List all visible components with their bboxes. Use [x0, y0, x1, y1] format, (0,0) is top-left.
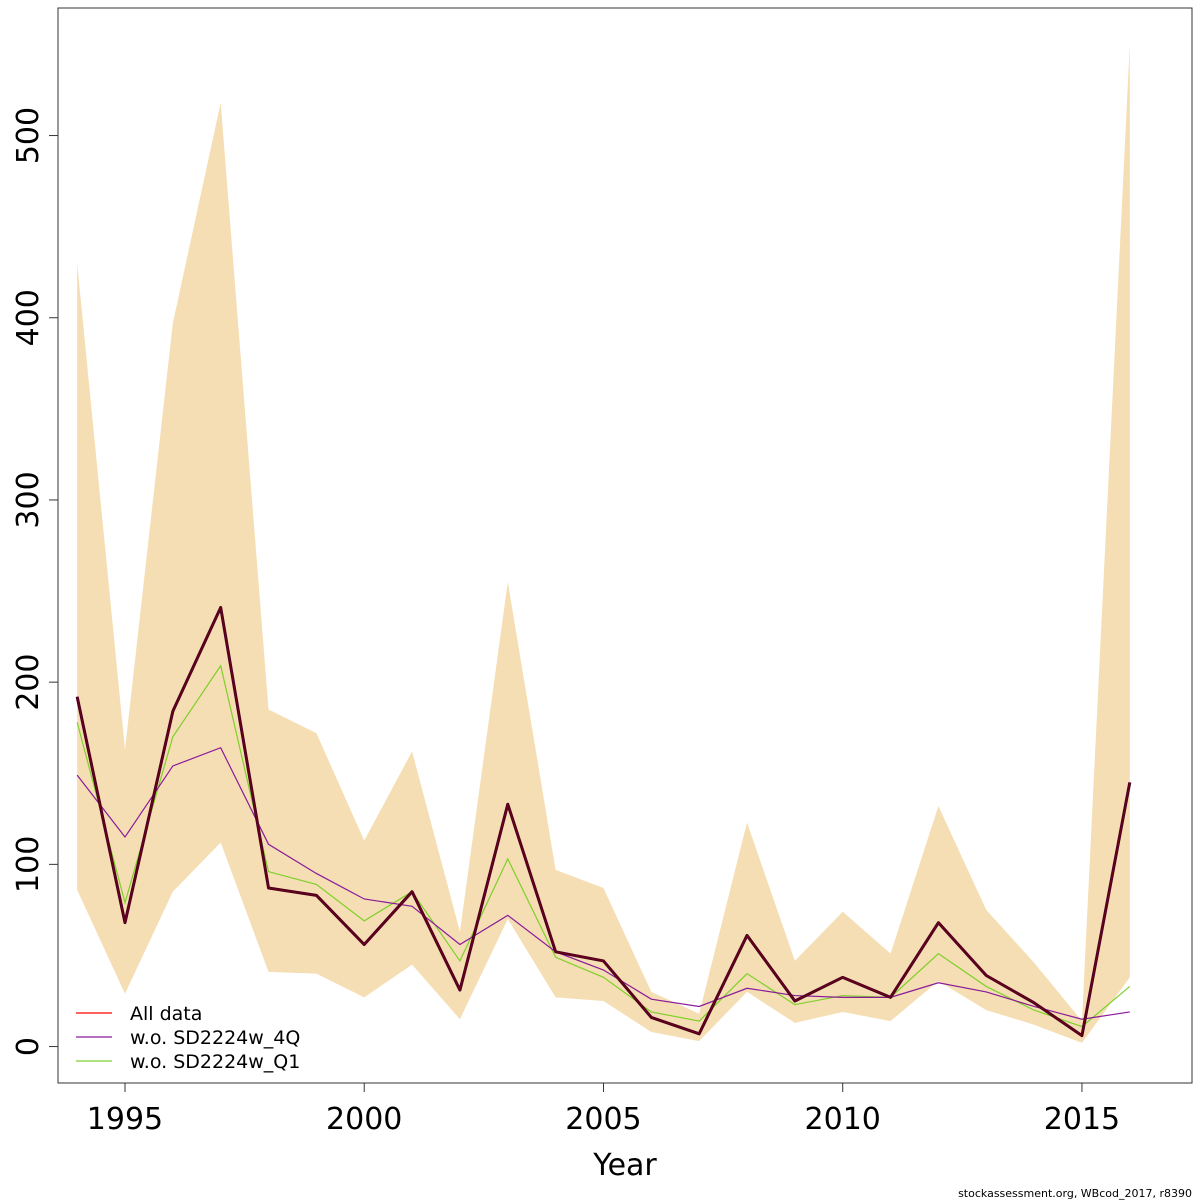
footer-credit: stockassessment.org, WBcod_2017, r8390: [958, 1187, 1192, 1200]
legend-item-all-data-label: All data: [130, 1003, 202, 1025]
legend-item-wo-sd2224w-4q-label: w.o. SD2224w_4Q: [130, 1027, 300, 1049]
x-tick-label: 2015: [1044, 1102, 1120, 1137]
legend-item-wo-sd2224w-q1-label: w.o. SD2224w_Q1: [130, 1051, 300, 1073]
x-axis-title: Year: [592, 1148, 657, 1183]
y-tick-label: 400: [11, 289, 46, 346]
y-tick-label: 0: [11, 1037, 46, 1056]
x-tick-label: 1995: [87, 1102, 163, 1137]
x-tick-label: 2010: [805, 1102, 881, 1137]
x-tick-label: 2000: [326, 1102, 402, 1137]
series-line-wo-sd2224w-4q: [76, 746, 1130, 1020]
series-layer: [75, 605, 1132, 1038]
y-axis: 0 100 200 300 400 500: [11, 107, 58, 1056]
confidence-band: [77, 44, 1130, 1043]
y-tick-label: 500: [11, 107, 46, 164]
plot-frame: [57, 7, 1193, 1084]
confidence-band-layer: [77, 44, 1130, 1043]
x-axis: 1995 2000 2005 2010 2015: [87, 1083, 1120, 1137]
y-tick-label: 100: [11, 836, 46, 893]
y-tick-label: 300: [11, 471, 46, 528]
series-line-all-data-outline: [75, 605, 1132, 1038]
series-line-all-data: [76, 606, 1131, 1037]
y-tick-label: 200: [11, 654, 46, 711]
x-tick-label: 2005: [565, 1102, 641, 1137]
